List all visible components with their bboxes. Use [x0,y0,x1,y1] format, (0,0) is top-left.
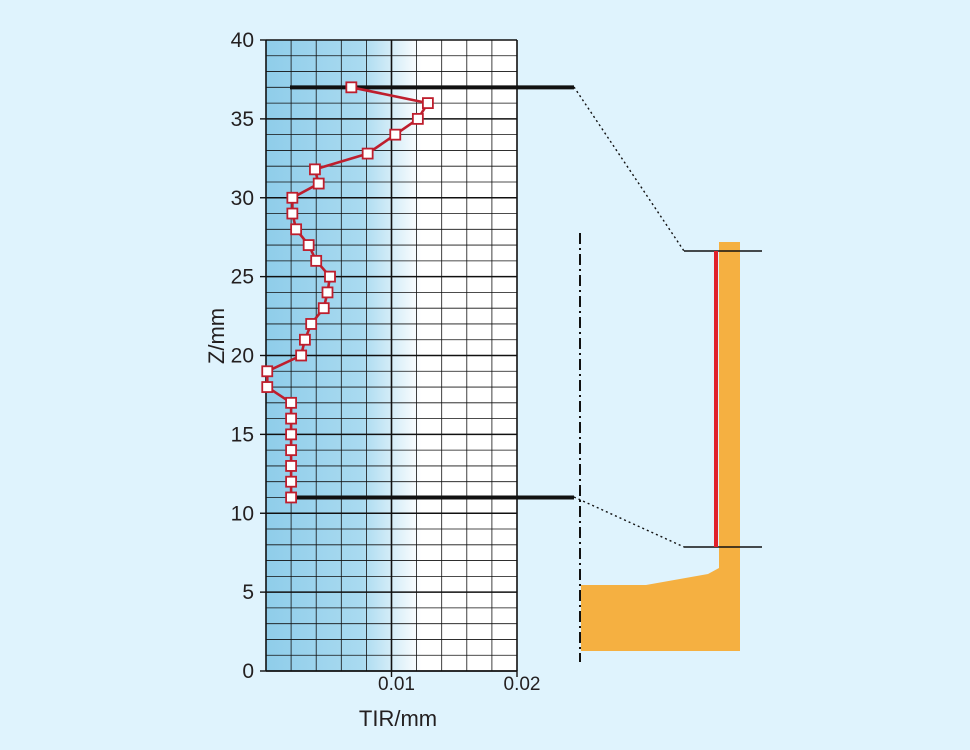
part-illustration [573,86,762,662]
data-point-marker [286,207,299,220]
y-tick-label: 0 [242,660,254,683]
series-layer [261,81,434,504]
y-tick-label: 10 [231,502,254,525]
data-point-marker [285,428,298,441]
zoom-line-bottom [573,496,685,548]
data-point-marker [285,444,298,457]
data-point-marker [321,286,334,299]
data-point-marker [312,177,325,190]
data-point-marker [295,349,308,362]
data-point-marker [290,223,303,236]
y-tick-label: 20 [231,345,254,368]
data-point-marker [285,460,298,472]
data-point-marker [421,97,434,109]
data-point-marker [286,191,299,204]
data-point-marker [299,333,311,346]
data-point-marker [305,318,318,330]
x-tick-label: 0.01 [378,674,415,695]
data-point-marker [285,396,298,409]
y-tick-label: 5 [242,581,254,604]
y-tick-label: 35 [231,108,254,131]
data-point-marker [285,491,298,504]
reference-lines [290,85,574,500]
data-point-marker [324,270,336,283]
data-point-marker [361,147,374,160]
zoom-line-top [573,86,685,252]
y-axis-label: Z/mm [204,308,229,364]
y-tick-label: 15 [231,423,254,446]
part-cross-section [581,242,740,651]
x-axis-ticks: 0.01 0.02 [266,670,541,695]
data-point-marker [285,412,298,425]
y-tick-label: 30 [231,187,254,210]
data-point-marker [345,81,358,94]
data-point-marker [285,475,298,488]
x-axis-label: TIR/mm [359,706,437,731]
data-point-marker [261,381,274,393]
data-point-marker [261,365,274,378]
data-point-marker [309,163,321,176]
x-tick-label: 0.02 [504,674,541,695]
data-point-marker [302,239,315,251]
data-point-marker [317,302,330,315]
y-tick-label: 25 [231,266,254,289]
y-tick-label: 40 [231,29,254,52]
y-axis-ticks: 0 5 10 15 20 25 30 35 40 [231,29,266,683]
grid-lines [265,39,518,672]
data-point-marker [389,128,402,141]
data-point-marker [411,112,424,125]
data-point-marker [310,254,323,267]
